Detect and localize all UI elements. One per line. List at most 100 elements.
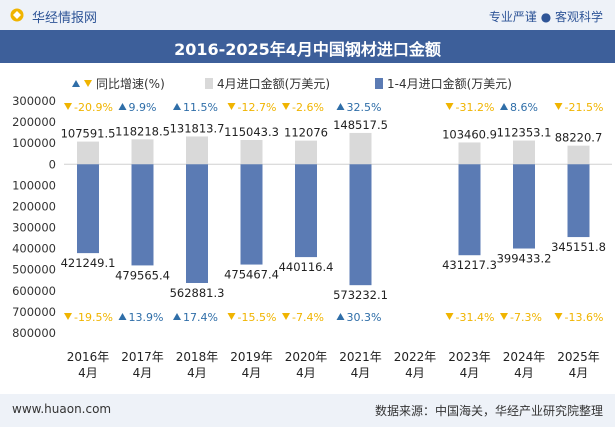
bar-month-value-label: 131813.7 <box>170 121 225 135</box>
bar-cumulative-value-label: 562881.3 <box>170 286 225 300</box>
yoy-up-triangle-icon <box>118 103 127 110</box>
brand-tagline: 专业严谨 ● 客观科学 <box>488 10 603 24</box>
bar-cumulative-value-label: 399433.2 <box>497 252 552 266</box>
legend-label-cumulative: 1-4月进口金额(万美元) <box>387 76 512 91</box>
bar-month-value-label: 115043.3 <box>224 125 279 139</box>
legend-label-month: 4月进口金额(万美元) <box>217 76 330 91</box>
source-url: www.huaon.com <box>12 402 112 416</box>
legend-label-yoy: 同比增速(%) <box>96 77 165 91</box>
yoy-down-triangle-icon <box>282 103 290 110</box>
x-tick-label: 4月 <box>187 366 207 380</box>
bar-month-value-label: 118218.5 <box>115 124 170 138</box>
bar-cumulative <box>295 164 317 258</box>
bar-cumulative <box>186 164 208 283</box>
yoy-cumulative-label: -15.5% <box>238 311 277 324</box>
bar-cumulative <box>77 164 99 254</box>
yoy-up-triangle-icon <box>173 103 181 110</box>
bar-month <box>131 139 154 165</box>
bar-cumulative-value-label: 479565.4 <box>115 268 170 282</box>
yoy-cumulative-label: 13.9% <box>129 311 164 324</box>
y-tick-label: 400000 <box>12 242 56 256</box>
yoy-month-label: 11.5% <box>183 101 218 114</box>
x-tick-label: 4月 <box>296 366 316 380</box>
legend: 同比增速(%) 4月进口金额(万美元) 1-4月进口金额(万美元) <box>72 76 512 91</box>
legend-up-triangle-icon <box>72 80 80 87</box>
bar-cumulative <box>349 164 372 286</box>
y-tick-label: 100000 <box>12 178 56 192</box>
bar-cumulative <box>240 164 263 265</box>
y-axis: 300000 200000 100000 0 100000 200000 300000 400… <box>12 94 612 340</box>
yoy-up-triangle-icon <box>336 103 345 110</box>
bar-month <box>186 136 208 165</box>
x-tick-label: 2019年 <box>230 350 273 364</box>
legend-down-triangle-icon <box>84 80 92 87</box>
y-tick-label: 300000 <box>12 94 56 108</box>
x-axis: 2016年 4月 2017年 4月 2018年 4月 2019年 4月 2020年 4月 2021年… <box>67 350 600 380</box>
bar-month-value-label: 112353.1 <box>497 126 552 140</box>
x-tick-label: 4月 <box>242 366 262 380</box>
bar-month <box>513 140 535 165</box>
x-tick-label: 2021年 <box>339 350 382 364</box>
bar-cumulative-value-label: 573232.1 <box>333 288 388 302</box>
bar-cumulative-value-label: 345151.8 <box>551 240 606 254</box>
yoy-down-triangle-icon <box>64 103 72 110</box>
y-tick-label: 700000 <box>12 305 56 319</box>
yoy-month-label: 32.5% <box>347 101 382 114</box>
data-source: 数据来源：中国海关，华经产业研究院整理 <box>374 404 603 418</box>
x-tick-label: 4月 <box>460 366 480 380</box>
yoy-cumulative-label: 17.4% <box>183 311 218 324</box>
x-tick-label: 2018年 <box>176 350 219 364</box>
yoy-down-triangle-icon <box>227 313 236 320</box>
yoy-cumulative-label: -7.4% <box>292 311 324 324</box>
bar-month-value-label: 148517.5 <box>333 118 388 132</box>
x-tick-label: 2023年 <box>448 350 491 364</box>
yoy-cumulative-label: -7.3% <box>510 311 542 324</box>
bar-cumulative-value-label: 440116.4 <box>279 260 334 274</box>
x-tick-label: 2024年 <box>503 350 546 364</box>
yoy-up-triangle-icon <box>336 313 345 320</box>
bar-month <box>295 140 317 165</box>
x-tick-label: 4月 <box>405 366 425 380</box>
y-tick-label: 200000 <box>12 115 56 129</box>
bar-month-value-label: 88220.7 <box>555 131 603 145</box>
yoy-down-triangle-icon <box>554 103 563 110</box>
x-tick-label: 4月 <box>569 366 589 380</box>
yoy-up-triangle-icon <box>500 103 508 110</box>
yoy-up-triangle-icon <box>173 313 181 320</box>
brand-name: 华经情报网 <box>32 11 98 26</box>
yoy-month-label: 8.6% <box>510 101 538 114</box>
yoy-down-triangle-icon <box>64 313 72 320</box>
x-tick-label: 2020年 <box>285 350 328 364</box>
bar-cumulative <box>567 164 590 238</box>
yoy-up-triangle-icon <box>118 313 127 320</box>
top-bar: 华经情报网 专业严谨 ● 客观科学 <box>0 0 615 30</box>
chart: 同比增速(%) 4月进口金额(万美元) 1-4月进口金额(万美元) 300000 20… <box>12 76 612 380</box>
yoy-month-label: -21.5% <box>565 101 604 114</box>
x-tick-label: 4月 <box>133 366 153 380</box>
x-tick-label: 4月 <box>514 366 534 380</box>
x-tick-label: 2025年 <box>557 350 600 364</box>
bar-cumulative-value-label: 431217.3 <box>442 258 497 272</box>
yoy-cumulative-label: -31.4% <box>456 311 495 324</box>
legend-swatch-month <box>205 78 213 89</box>
bar-month <box>77 141 99 165</box>
yoy-month-label: -31.2% <box>456 101 495 114</box>
yoy-down-triangle-icon <box>554 313 563 320</box>
x-tick-label: 4月 <box>78 366 98 380</box>
y-tick-label: 100000 <box>12 136 56 150</box>
yoy-down-triangle-icon <box>500 313 508 320</box>
x-tick-label: 2016年 <box>67 350 110 364</box>
bar-cumulative-value-label: 475467.4 <box>224 268 279 282</box>
title-bar <box>0 30 615 63</box>
bar-month-value-label: 107591.5 <box>61 127 116 141</box>
bar-month-value-label: 112076 <box>284 126 328 140</box>
yoy-down-triangle-icon <box>227 103 236 110</box>
footer-bar <box>0 394 615 427</box>
yoy-month-label: -12.7% <box>238 101 277 114</box>
y-tick-label: 500000 <box>12 263 56 277</box>
y-tick-label: 300000 <box>12 221 56 235</box>
bar-cumulative <box>458 164 481 256</box>
bar-cumulative-value-label: 421249.1 <box>61 256 116 270</box>
yoy-down-triangle-icon <box>282 313 290 320</box>
y-tick-label: 200000 <box>12 199 56 213</box>
